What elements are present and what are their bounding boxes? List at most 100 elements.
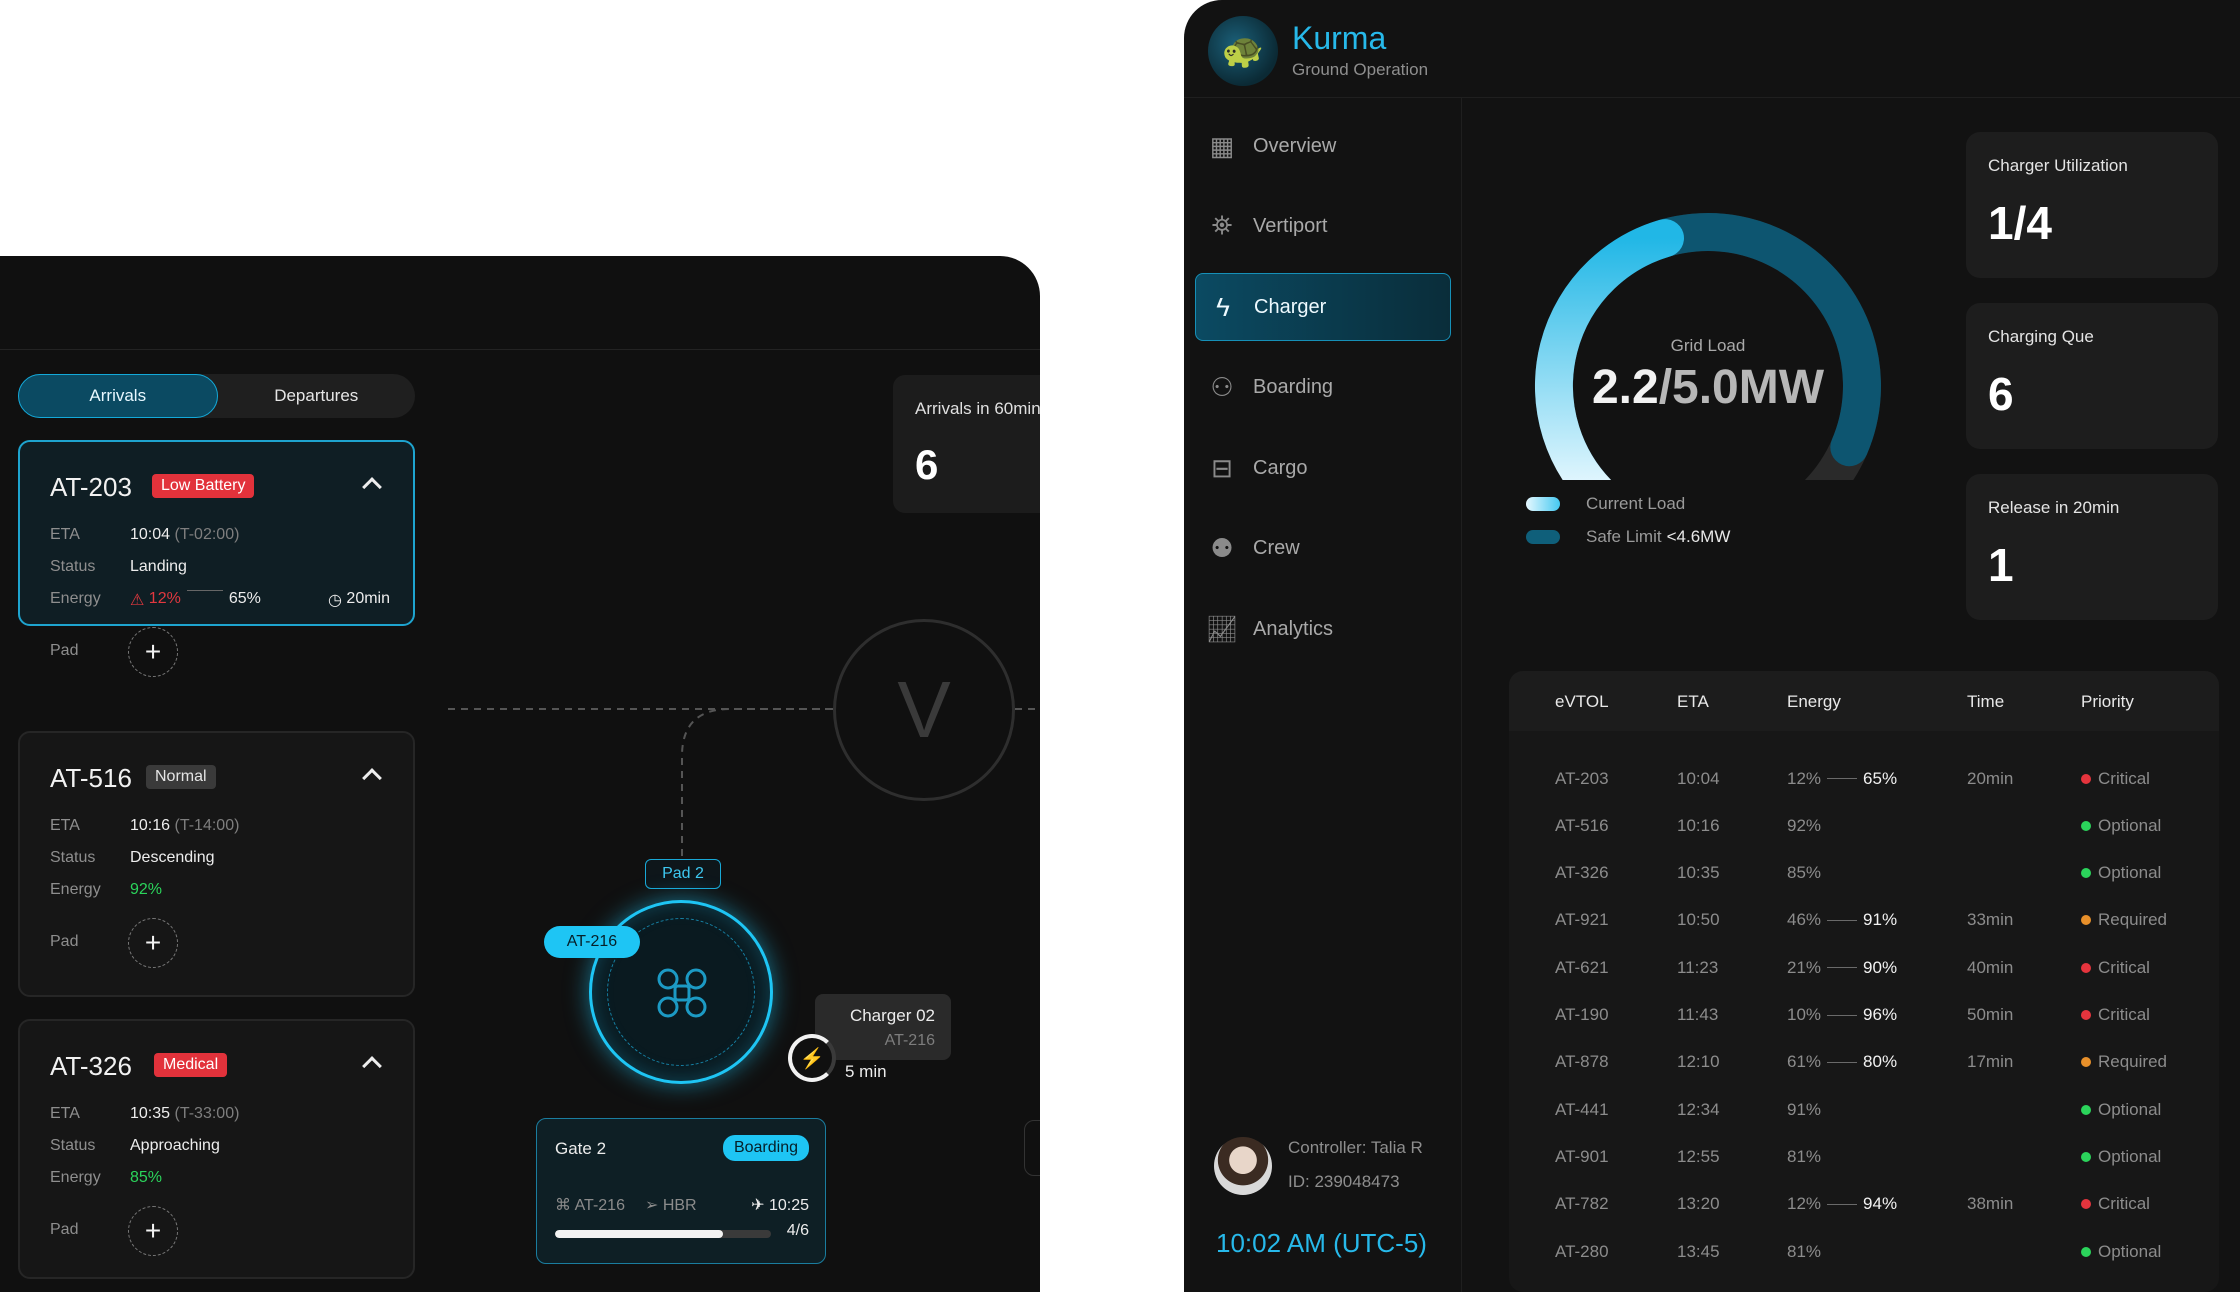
energy-current: 12% bbox=[1787, 1194, 1822, 1214]
priority-dot bbox=[2081, 1010, 2091, 1020]
cell-energy: 12% 65% bbox=[1787, 755, 1897, 802]
flight-card-at-326[interactable]: AT-326 Medical ETA 10:35 (T-33:00) Statu… bbox=[18, 1019, 415, 1279]
header-divider bbox=[1184, 97, 2240, 98]
status-label: Status bbox=[50, 849, 96, 866]
charging-queue-card: Charging Que 6 bbox=[1966, 303, 2218, 449]
boarding-badge: Boarding bbox=[722, 1135, 809, 1161]
stat-value: 1/4 bbox=[1988, 197, 2052, 249]
flight-card-at-516[interactable]: AT-516 Normal ETA 10:16 (T-14:00) Status… bbox=[18, 731, 415, 997]
pad-label: Pad bbox=[50, 1221, 79, 1238]
col-time[interactable]: Time bbox=[1967, 692, 2005, 711]
charge-duration: 20min bbox=[346, 590, 390, 607]
stat-title: Charging Que bbox=[1988, 327, 2094, 346]
cell-eta: 12:34 bbox=[1677, 1099, 1720, 1119]
energy-label: Energy bbox=[50, 590, 101, 607]
energy-arrow bbox=[1827, 1203, 1858, 1205]
cell-priority: Critical bbox=[2081, 755, 2150, 802]
table-row[interactable]: AT-326 10:35 85% Optional bbox=[1509, 850, 2219, 897]
grid-load-gauge: Grid Load 2.2/5.0MW bbox=[1512, 200, 1932, 514]
sidebar-divider bbox=[1461, 98, 1462, 1292]
aircraft-tag[interactable]: AT-216 bbox=[544, 926, 640, 958]
energy-value: 92% bbox=[130, 881, 163, 898]
energy-target: 65% bbox=[1863, 768, 1898, 788]
table-row[interactable]: AT-203 10:04 12% 65% 20min Critical bbox=[1509, 755, 2219, 802]
energy-row: Energy 92% bbox=[50, 881, 162, 899]
vertiport-icon[interactable]: V bbox=[833, 619, 1015, 801]
gauge-current: 2.2 bbox=[1591, 361, 1659, 414]
assign-pad-button[interactable]: + bbox=[128, 1206, 178, 1256]
sidebar-item-cargo[interactable]: ⊟ Cargo bbox=[1195, 434, 1451, 502]
table-row[interactable]: AT-621 11:23 21% 90% 40min Critical bbox=[1509, 944, 2219, 991]
sidebar-item-charger[interactable]: ϟ Charger bbox=[1195, 273, 1451, 341]
cell-energy: 92% bbox=[1787, 802, 1821, 849]
table-row[interactable]: AT-516 10:16 92% Optional bbox=[1509, 802, 2219, 849]
cell-priority: Critical bbox=[2081, 944, 2150, 991]
sidebar-item-vertiport[interactable]: ⛯ Vertiport bbox=[1195, 192, 1451, 260]
priority-label: Optional bbox=[2098, 815, 2162, 835]
sidebar-item-overview[interactable]: ▦ Overview bbox=[1195, 112, 1451, 180]
assign-pad-button[interactable]: + bbox=[128, 627, 178, 677]
eta-row: ETA 10:04 (T-02:00) bbox=[50, 526, 239, 544]
energy-current: 61% bbox=[1787, 1052, 1822, 1072]
priority-label: Critical bbox=[2098, 1194, 2150, 1214]
table-row[interactable]: AT-782 13:20 12% 94% 38min Critical bbox=[1509, 1181, 2219, 1228]
table-row[interactable]: AT-921 10:50 46% 91% 33min Required bbox=[1509, 897, 2219, 944]
energy-arrow bbox=[1827, 1014, 1858, 1016]
cell-time: 50min bbox=[1967, 1005, 2014, 1024]
cell-evtol: AT-441 bbox=[1555, 1099, 1609, 1119]
cell-evtol: AT-516 bbox=[1555, 815, 1609, 835]
col-evtol[interactable]: eVTOL bbox=[1555, 692, 1609, 711]
energy-target: 94% bbox=[1863, 1194, 1898, 1214]
pad-2-label[interactable]: Pad 2 bbox=[645, 859, 721, 889]
status-label: Status bbox=[50, 558, 96, 575]
gate-2-card[interactable]: Gate 2 Boarding ⌘ AT-216 ➢ HBR ✈ 10:25 4… bbox=[536, 1118, 826, 1264]
cell-priority: Optional bbox=[2081, 1133, 2161, 1180]
avatar[interactable] bbox=[1214, 1137, 1272, 1195]
energy-arrow bbox=[186, 590, 223, 591]
energy-label: Energy bbox=[50, 881, 101, 898]
cell-eta: 10:04 bbox=[1677, 768, 1720, 788]
cell-priority: Optional bbox=[2081, 1228, 2161, 1275]
header-divider bbox=[0, 349, 1040, 350]
priority-dot bbox=[2081, 1104, 2091, 1115]
sidebar-item-crew[interactable]: ⚉ Crew bbox=[1195, 514, 1451, 582]
controller-id: ID: 239048473 bbox=[1288, 1172, 1400, 1191]
send-icon: ➢ bbox=[644, 1197, 663, 1214]
col-priority[interactable]: Priority bbox=[2081, 692, 2134, 711]
cell-eta: 11:23 bbox=[1677, 957, 1719, 977]
flight-card-at-203[interactable]: AT-203 Low Battery ETA 10:04 (T-02:00) S… bbox=[18, 440, 415, 677]
table-row[interactable]: AT-280 13:45 81% Optional bbox=[1509, 1228, 2219, 1275]
table-row[interactable]: AT-441 12:34 91% Optional bbox=[1509, 1086, 2219, 1133]
energy-current: 85% bbox=[1787, 863, 1822, 883]
energy-current: 12% bbox=[1787, 768, 1822, 788]
table-row[interactable]: AT-901 12:55 81% Optional bbox=[1509, 1133, 2219, 1180]
priority-dot bbox=[2081, 820, 2091, 831]
cell-evtol: AT-326 bbox=[1555, 863, 1609, 883]
cell-energy: 85% bbox=[1787, 850, 1821, 897]
charger-dashboard: 🐢 Kurma Ground Operation ▦ Overview ⛯ Ve… bbox=[1184, 0, 2240, 1292]
turtle-logo-icon: 🐢 bbox=[1208, 16, 1278, 86]
charger-02-card[interactable]: Charger 02 AT-216 bbox=[815, 994, 951, 1060]
energy-target: 96% bbox=[1863, 1005, 1898, 1024]
tab-departures[interactable]: Departures bbox=[274, 386, 359, 405]
assign-pad-button[interactable]: + bbox=[128, 918, 178, 968]
brand-subtitle: Ground Operation bbox=[1292, 60, 1429, 79]
eta-offset: (T-33:00) bbox=[174, 1105, 240, 1122]
col-eta[interactable]: ETA bbox=[1677, 692, 1709, 711]
tab-arrivals[interactable]: Arrivals bbox=[18, 374, 218, 418]
sidebar-item-analytics[interactable]: 📈︎ Analytics bbox=[1195, 595, 1451, 663]
table-row[interactable]: AT-190 11:43 10% 96% 50min Critical bbox=[1509, 992, 2219, 1039]
col-energy[interactable]: Energy bbox=[1787, 692, 1841, 711]
charger-aircraft: AT-216 bbox=[884, 1032, 935, 1049]
sidebar-item-boarding[interactable]: ⚇ Boarding bbox=[1195, 353, 1451, 421]
legend-value: <4.6MW bbox=[1666, 527, 1731, 546]
energy-current: 21% bbox=[1787, 957, 1822, 977]
eta-value: 10:35 bbox=[130, 1105, 171, 1122]
cell-evtol: AT-782 bbox=[1555, 1194, 1609, 1214]
table-row[interactable]: AT-878 12:10 61% 80% 17min Required bbox=[1509, 1039, 2219, 1086]
gauge-arcs bbox=[1534, 213, 1881, 514]
offscreen-card bbox=[1024, 1120, 1040, 1176]
cell-priority: Optional bbox=[2081, 1086, 2161, 1133]
gate-meta: ⌘ AT-216 ➢ HBR ✈ 10:25 bbox=[555, 1195, 809, 1215]
cell-priority: Optional bbox=[2081, 850, 2161, 897]
